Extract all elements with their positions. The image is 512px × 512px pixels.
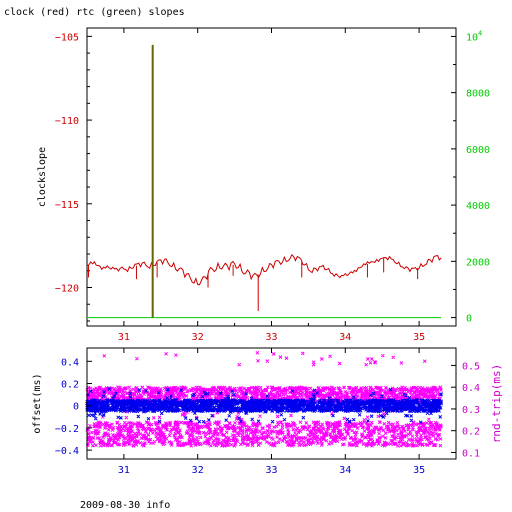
y-tick-label: 0 <box>73 402 79 413</box>
plot-frame <box>86 27 457 327</box>
y-axis-label: clockslope <box>37 147 48 207</box>
y-tick-label: −120 <box>55 283 79 294</box>
y-tick-label: −0.4 <box>55 446 79 457</box>
bottom-chart: 31 32 33 34 35 0.4 0.2 0 −0.2 −0.4 0.5 0.4 0.3 0.2 0.1… <box>32 347 503 476</box>
y-axis-label: offset(ms) <box>32 373 43 433</box>
y2-top-exponent: 4 <box>478 29 482 37</box>
y2-tick-label: 0.5 <box>462 361 480 372</box>
y-tick-label: 0.4 <box>61 357 79 368</box>
x-tick-label: 35 <box>413 332 425 340</box>
y2-tick-label: 0.3 <box>462 405 480 416</box>
series-clock <box>86 253 442 286</box>
y-tick-label: −0.2 <box>55 424 79 435</box>
x-tick-label: 33 <box>265 332 277 340</box>
y2-tick-label: 0.4 <box>462 383 480 394</box>
y2-tick-label: 6000 <box>466 145 490 156</box>
y-tick-label: −105 <box>55 32 79 43</box>
y-tick-label: −115 <box>55 200 79 211</box>
x-tick-label: 32 <box>192 332 204 340</box>
y2-top-label: 10 <box>466 32 478 43</box>
y2-tick-label: 0.1 <box>462 448 480 459</box>
y-tick-label: −110 <box>55 116 79 127</box>
series-offset <box>85 387 443 425</box>
y-tick-label: 0.2 <box>61 380 79 391</box>
top-chart: 31 32 33 34 35 −105 −110 −115 −120 0 2000 4000 6000 8… <box>37 27 490 340</box>
y2-tick-label: 0 <box>466 314 472 325</box>
y2-tick-label: 2000 <box>466 257 490 268</box>
footer-label: 2009-08-30 info <box>80 500 171 511</box>
y2-tick-label: 0.2 <box>462 427 480 438</box>
x-tick-label: 31 <box>118 465 130 476</box>
x-tick-label: 32 <box>192 465 204 476</box>
y2-axis-label: rnd-trip(ms) <box>490 364 503 443</box>
x-tick-label: 31 <box>118 332 130 340</box>
y2-tick-label: 4000 <box>466 201 490 212</box>
chart-title: clock (red) rtc (green) slopes <box>4 7 185 18</box>
x-tick-label: 33 <box>265 465 277 476</box>
x-tick-label: 35 <box>413 465 425 476</box>
x-tick-label: 34 <box>339 332 351 340</box>
y2-tick-label: 8000 <box>466 89 490 100</box>
x-tick-label: 34 <box>339 465 351 476</box>
